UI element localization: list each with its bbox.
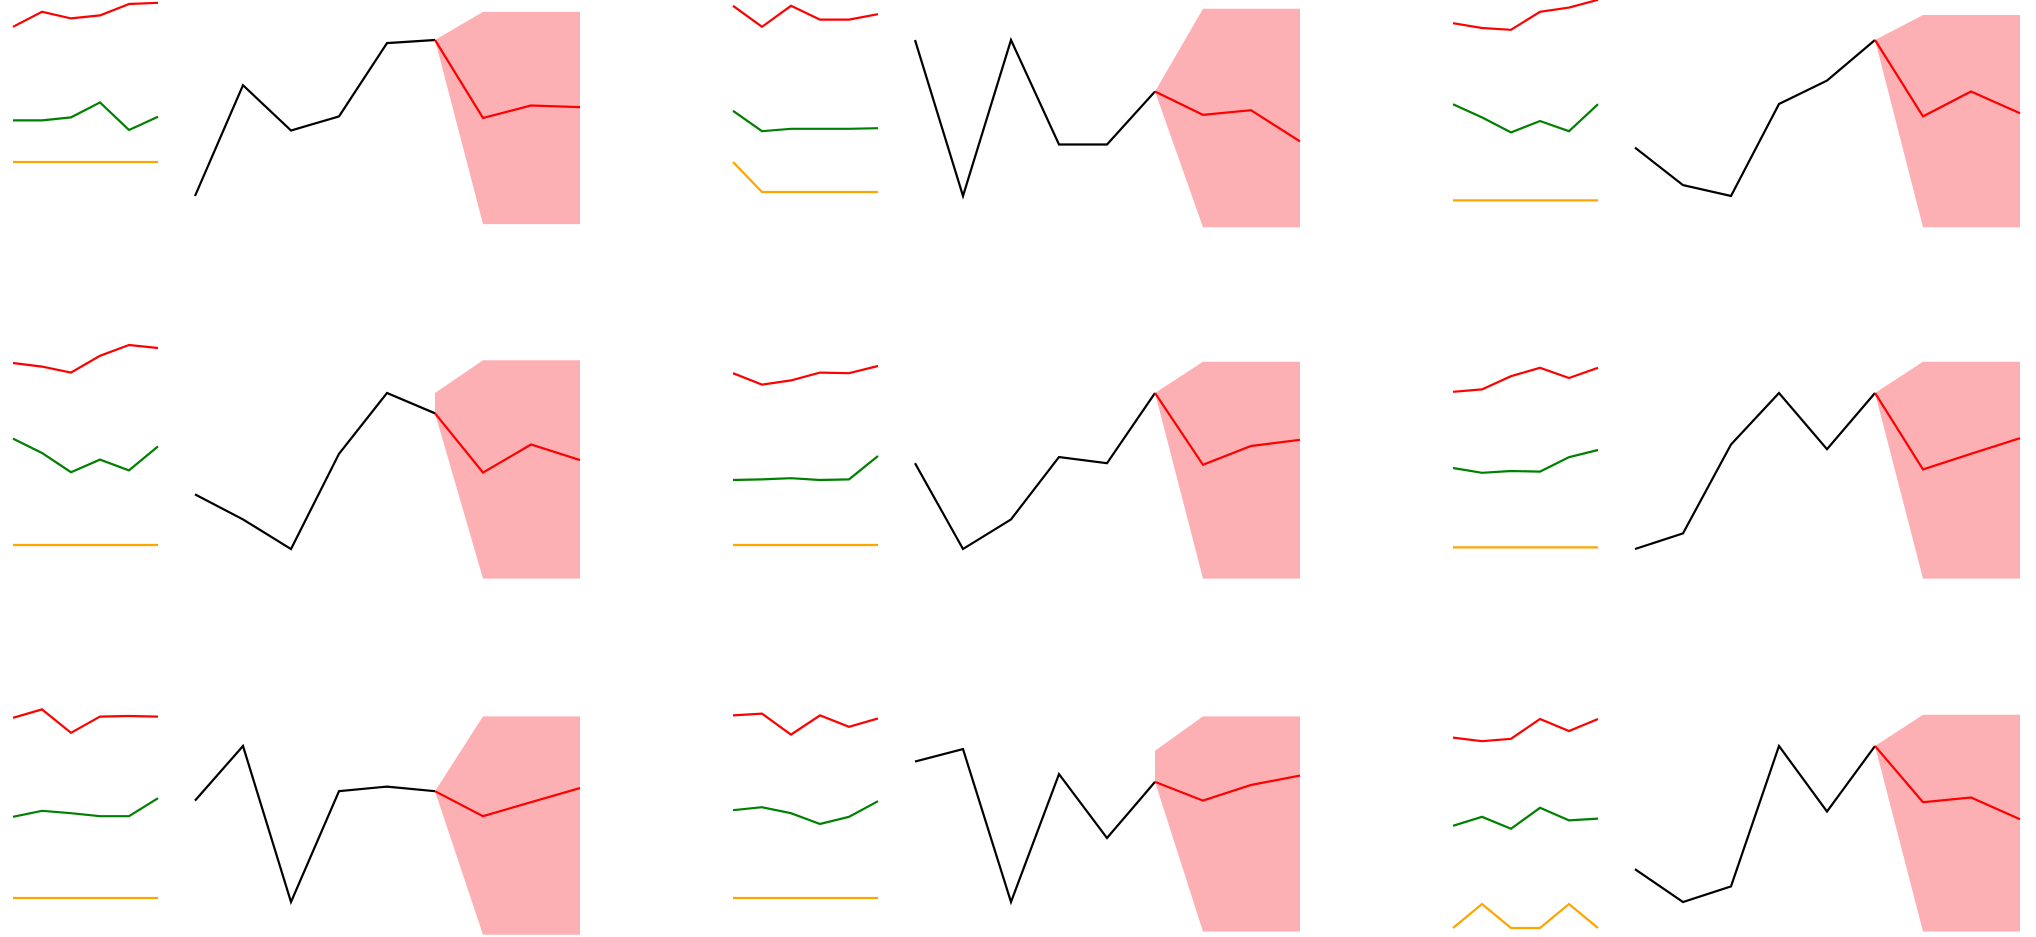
signal-line-red bbox=[1452, 366, 1599, 393]
signal-line-red bbox=[732, 712, 879, 736]
forecast-line bbox=[434, 412, 581, 475]
signal-line-red bbox=[732, 4, 879, 29]
signal-line-green bbox=[732, 109, 879, 133]
signal-line-green bbox=[13, 101, 159, 132]
panel-1 bbox=[12, 1, 581, 225]
history-line bbox=[913, 36, 1156, 200]
history-line bbox=[914, 392, 1156, 551]
signal-line-green bbox=[12, 797, 159, 818]
history-line bbox=[194, 743, 436, 906]
history-line bbox=[914, 747, 1156, 906]
panel-6 bbox=[1452, 361, 2021, 579]
signal-line-orange bbox=[1452, 902, 1599, 930]
forecast-line bbox=[1874, 392, 2021, 471]
forecast-band bbox=[435, 360, 580, 579]
signal-line-orange bbox=[732, 161, 878, 194]
panel-7 bbox=[12, 708, 581, 935]
signal-line-red bbox=[12, 343, 159, 374]
history-line bbox=[1634, 743, 1876, 904]
forecast-band bbox=[1155, 361, 1300, 579]
signal-line-green bbox=[1452, 806, 1599, 831]
forecast-line bbox=[1154, 90, 1301, 143]
forecast-line bbox=[1154, 392, 1301, 467]
forecast-line bbox=[1874, 39, 2021, 118]
history-line bbox=[194, 391, 436, 551]
signal-line-red bbox=[12, 1, 159, 28]
forecast-band bbox=[1875, 714, 2020, 932]
forecast-band bbox=[435, 11, 580, 225]
forecast-line bbox=[434, 787, 581, 818]
history-line bbox=[1634, 39, 1876, 198]
signal-line-green bbox=[12, 437, 159, 474]
signal-line-green bbox=[1452, 448, 1599, 474]
panel-4 bbox=[12, 343, 581, 579]
signal-line-green bbox=[732, 800, 879, 826]
panel-2 bbox=[732, 4, 1301, 228]
signal-line-red bbox=[12, 708, 159, 735]
history-line bbox=[1634, 391, 1876, 551]
signal-line-red bbox=[1452, 0, 1599, 31]
signal-line-green bbox=[1452, 103, 1599, 134]
forecast-band bbox=[1875, 15, 2020, 228]
panel-3 bbox=[1452, 0, 2021, 228]
forecast-band bbox=[1155, 716, 1300, 932]
forecast-band bbox=[435, 716, 580, 935]
forecast-band bbox=[1875, 361, 2020, 579]
signal-line-red bbox=[732, 364, 879, 386]
forecast-line bbox=[1874, 745, 2021, 821]
signal-line-green bbox=[732, 455, 879, 482]
panel-8 bbox=[732, 712, 1301, 932]
forecast-line bbox=[434, 39, 581, 120]
forecast-line bbox=[1154, 774, 1301, 802]
signal-line-red bbox=[1452, 717, 1599, 743]
panel-9 bbox=[1452, 714, 2021, 932]
history-line bbox=[193, 38, 436, 197]
forecast-band bbox=[1155, 8, 1300, 228]
panel-5 bbox=[732, 361, 1301, 579]
